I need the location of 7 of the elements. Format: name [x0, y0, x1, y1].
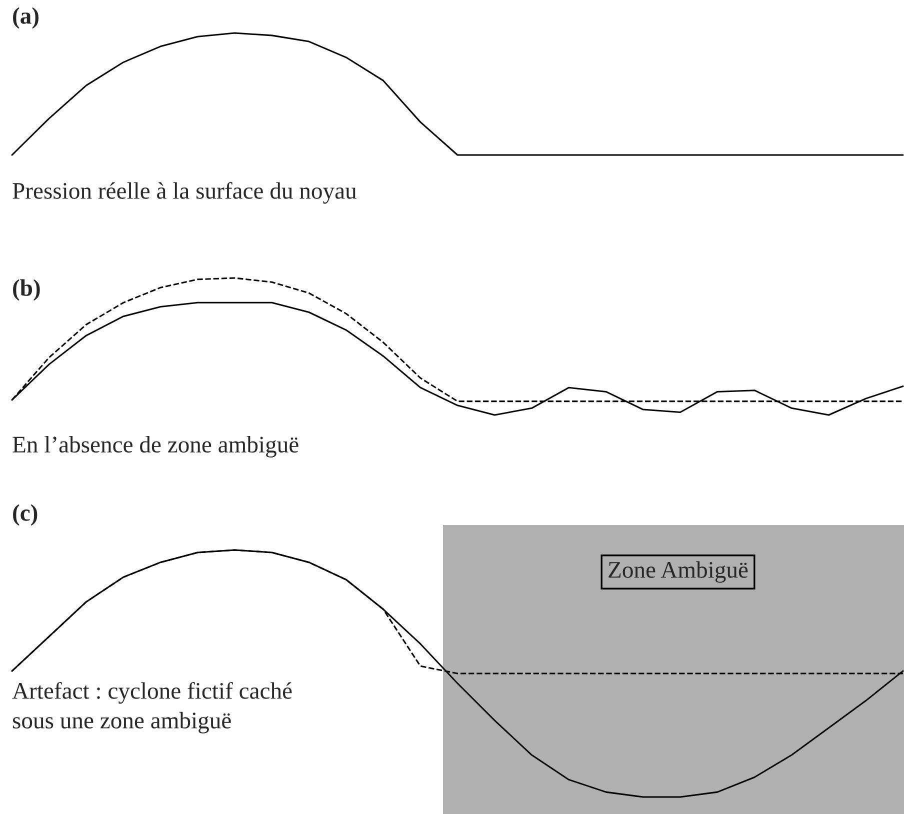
annotation: Artefact : cyclone fictif caché sous une zone ambiguë [12, 682, 292, 734]
chart-title: (c) [13, 504, 38, 526]
text: Pression réelle à la surface du noyau [12, 182, 356, 204]
text: En l’absence de zone ambiguë [12, 436, 298, 458]
annotation: Zone Ambiguë [608, 561, 748, 583]
chart-title: (a) [13, 7, 38, 29]
chart-title: (b) [13, 279, 40, 301]
